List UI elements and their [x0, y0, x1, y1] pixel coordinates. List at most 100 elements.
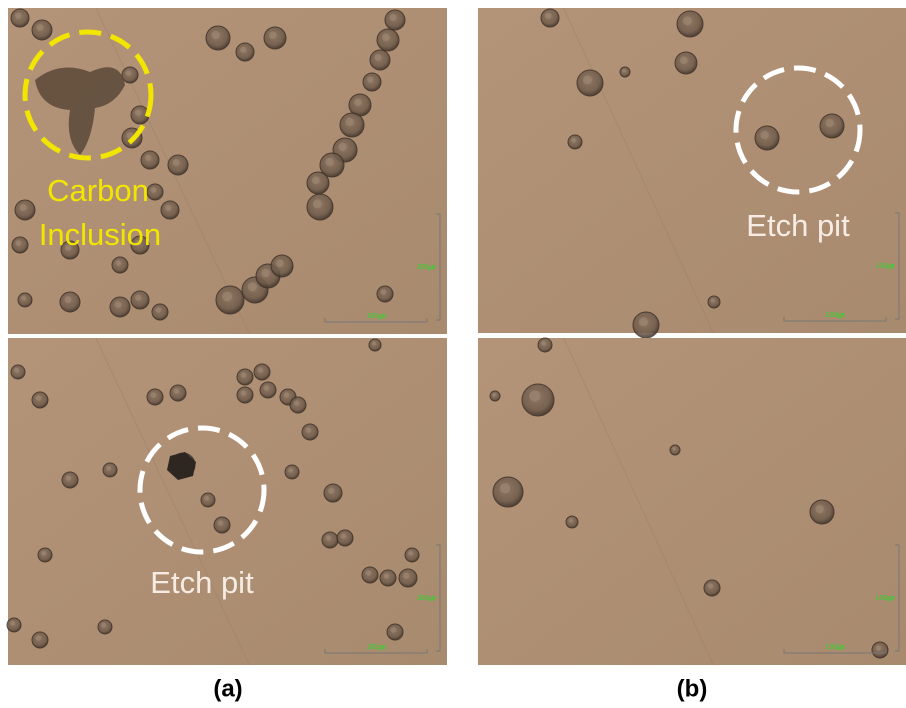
pit-highlight	[37, 24, 44, 31]
pit-highlight	[372, 341, 376, 345]
pit-highlight	[876, 645, 882, 651]
scale-label: 100㎛	[417, 595, 436, 603]
pit-highlight	[328, 488, 334, 494]
pit-highlight	[583, 75, 592, 84]
pit-highlight	[354, 98, 362, 106]
pit-highlight	[326, 535, 332, 541]
pit-highlight	[680, 56, 688, 64]
pit-highlight	[390, 14, 397, 21]
pit-highlight	[545, 13, 551, 19]
pit-highlight	[222, 292, 232, 302]
pit-highlight	[622, 69, 626, 73]
annotation-label: Etch pit	[150, 565, 254, 600]
pit-highlight	[14, 368, 19, 373]
pit-highlight	[313, 199, 322, 208]
pit-highlight	[825, 119, 833, 127]
scale-label: 100㎛	[826, 312, 845, 320]
pit-highlight	[36, 395, 42, 401]
pit-highlight	[708, 583, 714, 589]
pit-highlight	[116, 260, 122, 266]
pit-highlight	[145, 155, 151, 161]
pit-highlight	[165, 205, 171, 211]
scale-label: 100㎛	[367, 313, 386, 321]
annotation-label: Carbon	[47, 173, 149, 208]
pit-highlight	[15, 13, 21, 19]
pit-highlight	[16, 240, 22, 246]
pit-highlight	[345, 118, 353, 126]
pit-highlight	[126, 70, 132, 76]
pit-highlight	[375, 54, 382, 61]
pit-highlight	[151, 187, 157, 193]
pit-highlight	[711, 298, 715, 302]
panel-caption: (b)	[677, 675, 708, 702]
pit-highlight	[101, 623, 106, 628]
pit-highlight	[174, 388, 180, 394]
pit-highlight	[500, 483, 511, 494]
pit-highlight	[338, 143, 346, 151]
scale-label: 100㎛	[876, 595, 895, 603]
pit-highlight	[294, 400, 300, 406]
pit-highlight	[382, 33, 390, 41]
pit-highlight	[366, 570, 372, 576]
pit-highlight	[815, 505, 823, 513]
pit-highlight	[173, 159, 180, 166]
scale-label: 100㎛	[826, 644, 845, 652]
pit-highlight	[106, 466, 111, 471]
pit-highlight	[529, 390, 540, 401]
pit-highlight	[269, 31, 277, 39]
pit-highlight	[403, 573, 409, 579]
pit-highlight	[639, 317, 648, 326]
pit-highlight	[218, 520, 224, 526]
pit-highlight	[240, 47, 246, 53]
pit-highlight	[241, 390, 247, 396]
pit-highlight	[306, 427, 312, 433]
figure: Carbon Inclusion 100㎛ 100㎛ Etch pit 100㎛ 100㎛ (…	[0, 0, 906, 708]
pit-highlight	[408, 551, 413, 556]
pit-highlight	[325, 158, 333, 166]
micrograph: Etch pit 100㎛ 100㎛	[7, 338, 447, 665]
scale-label: 100㎛	[367, 644, 386, 652]
pit-highlight	[151, 392, 157, 398]
pit-highlight	[135, 295, 141, 301]
pit-highlight	[261, 269, 269, 277]
scale-label: 100㎛	[876, 263, 895, 271]
pit-highlight	[284, 392, 290, 398]
pit-highlight	[381, 289, 387, 295]
pit-highlight	[492, 393, 496, 397]
pit-highlight	[66, 475, 72, 481]
micrograph-background	[8, 338, 447, 665]
pit-highlight	[211, 31, 219, 39]
pit-highlight	[760, 131, 768, 139]
pit-highlight	[341, 533, 347, 539]
pit-highlight	[204, 496, 209, 501]
pit-highlight	[258, 367, 264, 373]
pit-highlight	[241, 372, 247, 378]
pit-highlight	[384, 573, 390, 579]
pit-highlight	[21, 296, 26, 301]
scale-label: 100㎛	[417, 264, 436, 272]
pit-highlight	[672, 447, 676, 451]
pit-highlight	[264, 385, 270, 391]
pit-highlight	[135, 110, 141, 116]
pit-highlight	[248, 282, 257, 291]
micrograph: Carbon Inclusion 100㎛ 100㎛	[8, 8, 447, 334]
annotation-label: Inclusion	[39, 217, 161, 252]
pit-highlight	[312, 176, 320, 184]
pit-highlight	[288, 468, 293, 473]
pit-highlight	[569, 518, 573, 522]
pit-highlight	[391, 627, 397, 633]
pit-highlight	[20, 204, 27, 211]
pit-highlight	[36, 635, 42, 641]
pit-highlight	[571, 138, 576, 143]
pit-highlight	[65, 296, 72, 303]
micrograph: Etch pit 100㎛ 100㎛	[478, 8, 906, 338]
pit-highlight	[367, 77, 373, 83]
pit-highlight	[683, 16, 692, 25]
pit-highlight	[541, 341, 546, 346]
pit-highlight	[115, 301, 122, 308]
annotation-label: Etch pit	[746, 208, 850, 243]
pit-highlight	[41, 551, 46, 556]
pit-highlight	[276, 259, 284, 267]
pit-highlight	[156, 307, 162, 313]
pit-highlight	[10, 621, 15, 626]
